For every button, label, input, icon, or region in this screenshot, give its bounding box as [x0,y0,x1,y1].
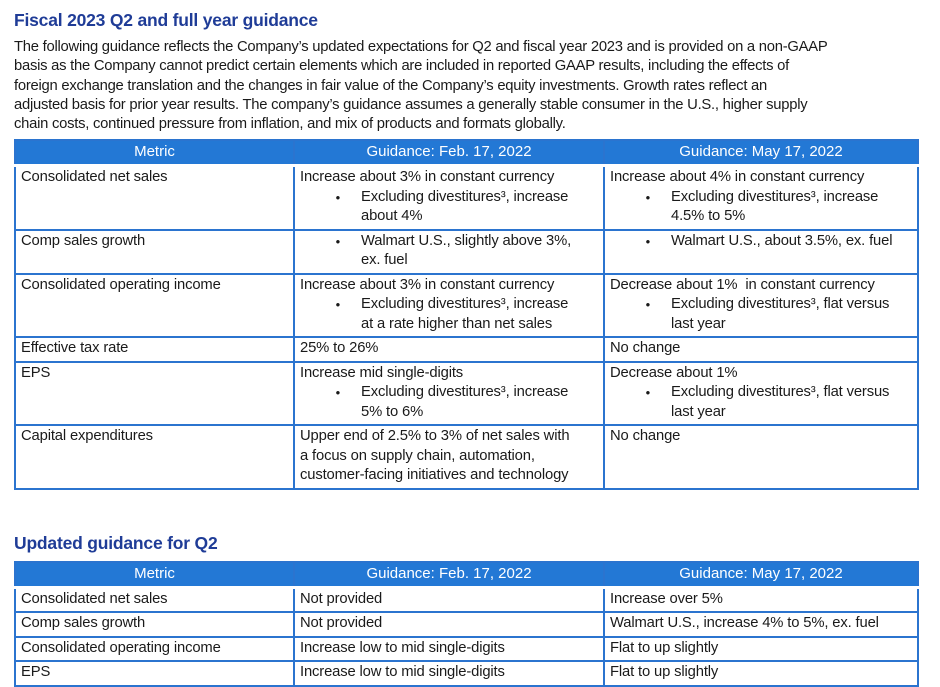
may-guidance-cell: No change [603,424,919,490]
column-header-feb: Guidance: Feb. 17, 2022 [293,561,605,589]
guidance-line-text: Not provided [300,615,383,632]
metric-cell: Effective tax rate [14,336,295,363]
metric-cell: Consolidated operating income [14,272,295,339]
may-guidance-cell: Increase about 4% in constant currency • E… [603,164,919,231]
guidance-line-text: Excluding divestitures³, increase 5% to … [361,384,569,420]
guidance-line-text: Not provided [300,590,383,607]
metric-cell: Capital expenditures [14,424,295,490]
bullet-list-item: • Excluding divestitures³, increase about… [300,188,599,227]
full-year-guidance-title: Fiscal 2023 Q2 and full year guidance [14,10,318,30]
guidance-line-text: No change [610,428,681,445]
bullet-list-item: • Walmart U.S., slightly above 3%, ex. fu… [300,232,599,271]
guidance-line-text: Flat to up slightly [610,664,719,681]
feb-guidance-cell: Not provided [293,611,605,638]
column-header-may: Guidance: May 17, 2022 [603,561,919,589]
may-guidance-cell: • Walmart U.S., about 3.5%, ex. fuel [603,228,919,275]
feb-guidance-cell: 25% to 26% [293,336,605,363]
guidance-line-text: Increase about 3% in constant currency [300,169,555,186]
guidance-line-text: 25% to 26% [300,340,379,357]
table-header-row: Metric Guidance: Feb. 17, 2022 Guidance: M… [14,139,919,168]
table-row: Consolidated operating income Increase ab… [14,272,919,339]
guidance-line-text: Increase low to mid single-digits [300,664,505,681]
guidance-line-text: Decrease about 1% in constant currency [610,276,875,293]
bullet-icon: • [335,189,341,205]
guidance-line-text: Walmart U.S., increase 4% to 5%, ex. fue… [610,615,879,632]
metric-cell: Comp sales growth [14,228,295,275]
guidance-line-text: Excluding divestitures³, flat versus las… [671,296,890,332]
guidance-line-text: Excluding divestitures³, increase 4.5% t… [671,188,879,225]
feb-guidance-cell: Increase low to mid single-digits [293,636,605,663]
guidance-line-text: Excluding divestitures³, flat versus las… [671,384,890,420]
may-guidance-cell: Decrease about 1% in constant currency • E… [603,272,919,339]
metric-cell: Consolidated net sales [14,586,295,614]
bullet-list-item: • Excluding divestitures³, increase 5% to… [300,383,599,422]
metric-cell: EPS [14,660,295,687]
may-guidance-cell: No change [603,336,919,363]
table-row: Capital expenditures Upper end of 2.5% to… [14,424,919,490]
guidance-line-text: Increase about 3% in constant currency [300,276,555,293]
q2-guidance-table: Metric Guidance: Feb. 17, 2022 Guidance: M… [14,560,919,687]
guidance-line-text: Decrease about 1% [610,364,738,381]
may-guidance-cell: Decrease about 1% • Excluding divestitures… [603,360,919,427]
full-year-guidance-table: Metric Guidance: Feb. 17, 2022 Guidance: M… [14,139,919,490]
bullet-icon: • [645,233,651,249]
bullet-list-item: • Excluding divestitures³, flat versus la… [610,295,913,334]
metric-cell: Comp sales growth [14,611,295,638]
feb-guidance-cell: Increase about 3% in constant currency • E… [293,164,605,231]
document-page: Fiscal 2023 Q2 and full year guidance Th… [14,10,919,687]
metric-cell: EPS [14,360,295,427]
bullet-icon: • [645,189,651,205]
column-header-metric: Metric [14,139,295,168]
guidance-line-text: Increase low to mid single-digits [300,639,505,656]
table-row: Consolidated operating income Increase lo… [14,636,919,663]
guidance-line-text: Flat to up slightly [610,639,719,656]
table-row: Consolidated net sales Not provided Increa… [14,586,919,614]
column-header-may: Guidance: May 17, 2022 [603,139,919,168]
table-row: Consolidated net sales Increase about 3% … [14,164,919,231]
guidance-line-text: Excluding divestitures³, increase at a r… [361,296,569,332]
bullet-icon: • [335,233,341,249]
guidance-line-text: No change [610,340,681,357]
bullet-icon: • [645,297,651,313]
bullet-list-item: • Walmart U.S., about 3.5%, ex. fuel [610,232,913,252]
bullet-list-item: • Excluding divestitures³, increase 4.5% … [610,188,913,227]
feb-guidance-cell: Increase low to mid single-digits [293,660,605,687]
may-guidance-cell: Flat to up slightly [603,636,919,663]
guidance-intro-paragraph: The following guidance reflects the Comp… [14,39,828,133]
guidance-line-text: Increase mid single-digits [300,364,464,381]
q2-guidance-title: Updated guidance for Q2 [14,532,218,553]
column-header-feb: Guidance: Feb. 17, 2022 [293,139,605,168]
guidance-line-text: Increase over 5% [610,590,723,607]
feb-guidance-cell: Upper end of 2.5% to 3% of net sales wit… [293,424,605,490]
column-header-metric: Metric [14,561,295,589]
may-guidance-cell: Increase over 5% [603,586,919,614]
feb-guidance-cell: Increase about 3% in constant currency • E… [293,272,605,339]
table-row: Comp sales growth • Walmart U.S., slightly… [14,228,919,275]
guidance-line-text: Excluding divestitures³, increase about … [361,188,569,225]
table-row: Effective tax rate 25% to 26% No change [14,336,919,363]
guidance-line-text: Upper end of 2.5% to 3% of net sales wit… [300,428,570,484]
guidance-line-text: Walmart U.S., about 3.5%, ex. fuel [671,232,893,249]
may-guidance-cell: Flat to up slightly [603,660,919,687]
guidance-line-text: Walmart U.S., slightly above 3%, ex. fue… [361,232,572,269]
metric-cell: Consolidated operating income [14,636,295,663]
table-row: EPS Increase low to mid single-digits Flat… [14,660,919,687]
bullet-icon: • [335,385,341,401]
table-row: Comp sales growth Not provided Walmart U.S… [14,611,919,638]
bullet-list-item: • Excluding divestitures³, flat versus la… [610,383,913,422]
bullet-icon: • [335,297,341,313]
bullet-list-item: • Excluding divestitures³, increase at a … [300,295,599,334]
may-guidance-cell: Walmart U.S., increase 4% to 5%, ex. fue… [603,611,919,638]
guidance-line-text: Increase about 4% in constant currency [610,169,865,186]
table-row: EPS Increase mid single-digits • Excluding … [14,360,919,427]
table-header-row: Metric Guidance: Feb. 17, 2022 Guidance: M… [14,561,919,589]
metric-cell: Consolidated net sales [14,164,295,231]
bullet-icon: • [645,385,651,401]
feb-guidance-cell: Not provided [293,586,605,614]
feb-guidance-cell: Increase mid single-digits • Excluding div… [293,360,605,427]
feb-guidance-cell: • Walmart U.S., slightly above 3%, ex. fu… [293,228,605,275]
